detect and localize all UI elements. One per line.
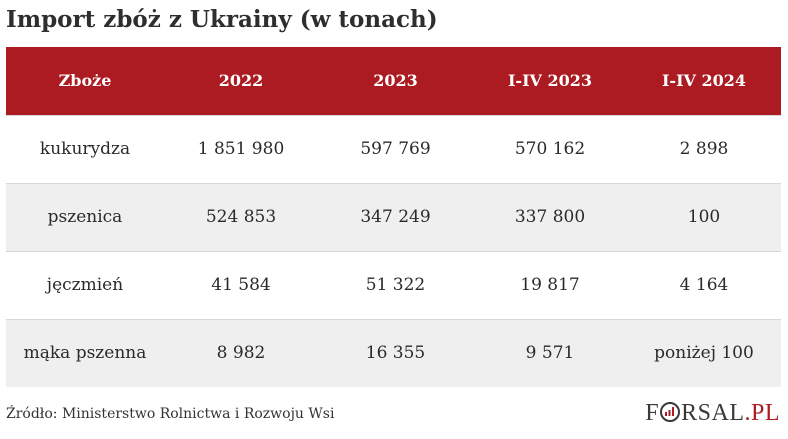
header-2022: 2022 <box>218 71 264 91</box>
table-cell: 524 853 <box>205 207 277 227</box>
table-cell: 337 800 <box>514 207 586 227</box>
header-2023: 2023 <box>373 71 418 91</box>
table-cell: pszenica <box>47 207 123 227</box>
table-cell: poniżej 100 <box>654 343 754 364</box>
logo-text-pl: .PL <box>744 400 780 426</box>
table-cell: 2 898 <box>679 139 729 159</box>
header-grain: Zboże <box>58 71 112 91</box>
import-table: Zboże 2022 2023 I-IV 2023 I-IV 2024 kuku… <box>6 47 781 387</box>
table-row: jęczmień 41 584 51 322 19 817 4 164 <box>6 251 781 319</box>
logo-text-f: F <box>645 400 660 426</box>
forsal-logo: F RSAL .PL <box>645 400 780 430</box>
table-row: pszenica 524 853 347 249 337 800 100 <box>6 183 781 251</box>
header-i-iv-2023: I-IV 2023 <box>507 71 593 91</box>
table-cell: 16 355 <box>365 343 426 364</box>
table-cell: 100 <box>687 207 721 227</box>
table-cell: jęczmień <box>46 275 124 295</box>
table-header-row: Zboże 2022 2023 I-IV 2023 I-IV 2024 <box>6 47 781 115</box>
table-cell: 41 584 <box>211 275 271 295</box>
logo-chart-icon <box>660 402 681 422</box>
table-cell: 347 249 <box>360 207 431 227</box>
table-cell: 597 769 <box>360 139 431 159</box>
table-row: mąka pszenna 8 982 16 355 9 571 poniżej … <box>6 319 781 387</box>
table-cell: kukurydza <box>39 139 131 159</box>
table-cell: 4 164 <box>679 275 729 295</box>
table-cell: 19 817 <box>520 275 580 295</box>
header-i-iv-2024: I-IV 2024 <box>661 71 747 91</box>
table-cell: 51 322 <box>365 275 426 295</box>
table-cell: 1 851 980 <box>197 139 285 159</box>
table-cell: 570 162 <box>514 139 586 159</box>
table-row: kukurydza 1 851 980 597 769 570 162 2 89… <box>6 115 781 183</box>
logo-text-rsal: RSAL <box>681 400 745 426</box>
table-cell: mąka pszenna <box>23 343 147 364</box>
source-note: Źródło: Ministerstwo Rolnictwa i Rozwoju… <box>6 406 335 422</box>
table-cell: 8 982 <box>216 343 266 364</box>
table-cell: 9 571 <box>525 343 575 364</box>
page-title: Import zbóż z Ukrainy (w tonach) <box>6 6 438 33</box>
